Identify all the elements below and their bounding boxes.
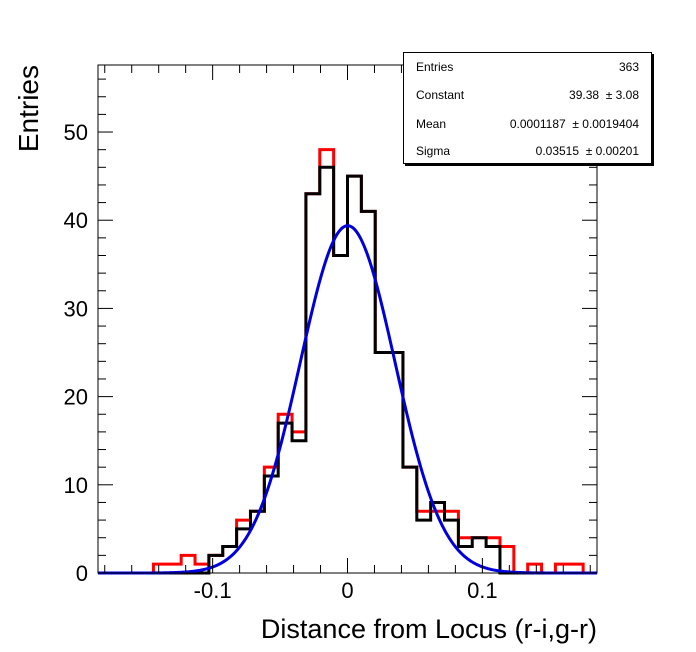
stats-value: 39.38 ± 3.08 [569, 88, 639, 102]
x-axis-label: Distance from Locus (r-i,g-r) [261, 614, 597, 644]
stats-value: 0.0001187 ± 0.0019404 [509, 117, 639, 131]
y-tick-label: 0 [76, 561, 88, 586]
histogram-bin-all [334, 256, 348, 574]
histogram-bin-selected [320, 167, 334, 573]
stats-value: 0.03515 ± 0.00201 [535, 144, 639, 158]
stats-row-mean: Mean 0.0001187 ± 0.0019404 [416, 117, 639, 133]
stats-row-constant: Constant 39.38 ± 3.08 [416, 88, 639, 104]
stats-label: Entries [416, 60, 454, 74]
y-tick-label: 20 [64, 385, 88, 410]
stats-label: Constant [416, 88, 465, 102]
y-tick-label: 40 [64, 208, 88, 233]
x-tick-label: 0.1 [467, 578, 498, 603]
histogram-bin-all [361, 211, 375, 573]
y-tick-label: 10 [64, 473, 88, 498]
histogram-bin-selected [306, 194, 320, 573]
stats-row-entries: Entries 363 [416, 60, 639, 76]
histogram-bin-all [431, 511, 445, 573]
histogram-bin-all [403, 467, 417, 573]
histogram-bin-selected [375, 353, 389, 573]
histogram-bin-all [306, 194, 320, 573]
histogram-bin-all [375, 353, 389, 573]
stats-row-sigma: Sigma 0.03515 ± 0.00201 [416, 144, 639, 160]
histogram-bin-selected [361, 211, 375, 573]
stats-label: Mean [416, 117, 447, 131]
x-axis-tick-labels: -0.1 0 0.1 [194, 578, 498, 603]
y-axis-label: Entries [13, 65, 44, 152]
y-tick-label: 50 [64, 120, 88, 145]
histogram-bin-all [292, 432, 306, 573]
y-axis-ticks [98, 78, 597, 574]
histogram-bin-selected [292, 441, 306, 573]
histogram-bin-selected [250, 511, 264, 573]
stats-label: Sigma [416, 144, 451, 158]
stats-box: Entries 363 Constant 39.38 ± 3.08 Mean 0… [403, 52, 652, 164]
series-selected-histogram [98, 165, 597, 575]
histogram-bin-all [320, 150, 334, 573]
histogram-bin-selected [334, 256, 348, 574]
y-axis-tick-labels: 0 10 20 30 40 50 [64, 120, 88, 586]
histogram-bin-all [278, 414, 292, 573]
histogram-outline-selected [98, 165, 597, 575]
histogram-bin-selected [403, 467, 417, 573]
x-tick-label: -0.1 [194, 578, 232, 603]
x-tick-label: 0 [341, 578, 353, 603]
gaussian-fit-curve [98, 224, 597, 575]
histogram-bin-all [500, 547, 514, 573]
stats-value: 363 [618, 60, 639, 74]
y-tick-label: 30 [64, 296, 88, 321]
histogram-bin-all [250, 511, 264, 573]
